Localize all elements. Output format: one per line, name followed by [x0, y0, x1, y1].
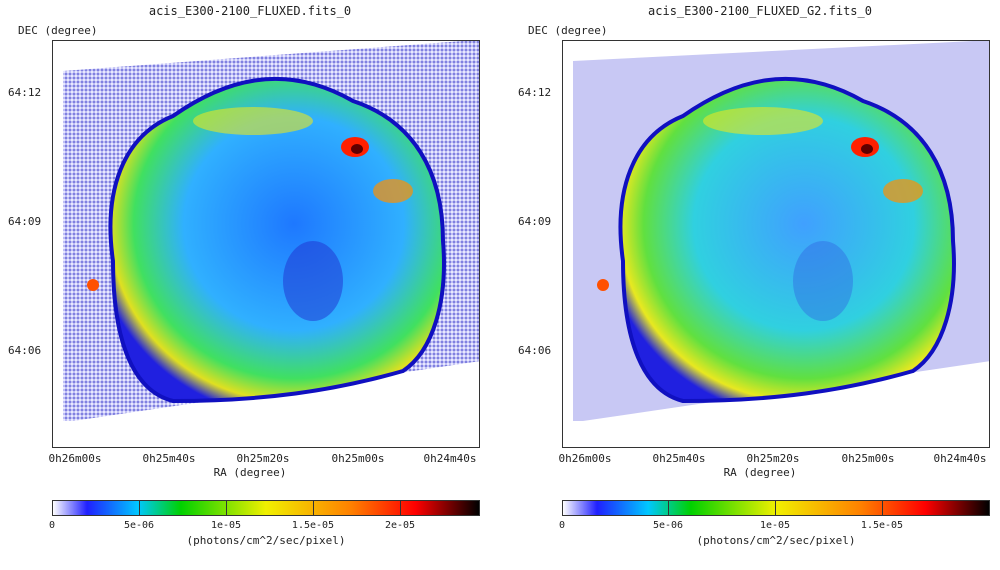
x-tick: 0h25m00s	[841, 452, 895, 465]
image-frame[interactable]	[52, 40, 480, 448]
dark-core	[283, 241, 343, 321]
snr-image	[63, 41, 479, 421]
dark-core	[793, 241, 853, 321]
x-tick: 0h25m40s	[652, 452, 706, 465]
left-image-panel: acis_E300-2100_FLUXED.fits_0 DEC (degree…	[8, 4, 480, 547]
y-tick: 64:12	[518, 86, 552, 99]
x-axis-label: RA (degree)	[213, 466, 287, 479]
hotspot-core	[861, 144, 873, 154]
y-tick: 64:12	[8, 86, 42, 99]
colorbar-tick: 1.5e-05	[291, 520, 335, 531]
y-axis-label: DEC (degree)	[18, 24, 98, 37]
y-tick: 64:09	[8, 215, 42, 228]
x-tick: 0h26m00s	[48, 452, 102, 465]
x-tick: 0h25m40s	[142, 452, 196, 465]
remnant-shell	[618, 76, 956, 404]
panel-title: acis_E300-2100_FLUXED_G2.fits_0	[648, 4, 872, 18]
remnant-shell	[108, 76, 446, 404]
snr-image-smoothed	[573, 41, 989, 421]
y-tick: 64:06	[8, 344, 42, 357]
hotspot-core	[351, 144, 363, 154]
arc-yellow	[703, 107, 823, 135]
x-tick: 0h25m20s	[746, 452, 800, 465]
bright-rim	[883, 179, 923, 203]
colorbar-tick: 1e-05	[210, 520, 242, 531]
colorbar-label: (photons/cm^2/sec/pixel)	[696, 534, 856, 547]
x-tick: 0h25m00s	[331, 452, 385, 465]
y-tick: 64:09	[518, 215, 552, 228]
colorbar-divider	[139, 500, 140, 516]
x-axis-label: RA (degree)	[723, 466, 797, 479]
colorbar-tick: 1.5e-05	[860, 520, 904, 531]
image-frame[interactable]	[562, 40, 990, 448]
colorbar-label: (photons/cm^2/sec/pixel)	[186, 534, 346, 547]
colorbar	[52, 500, 480, 516]
colorbar-tick: 1e-05	[759, 520, 791, 531]
colorbar-divider	[882, 500, 883, 516]
hotspot-east	[87, 279, 99, 291]
bright-rim	[373, 179, 413, 203]
x-tick: 0h24m40s	[933, 452, 987, 465]
colorbar-tick: 0	[558, 520, 566, 531]
colorbar-tick: 2e-05	[384, 520, 416, 531]
x-tick: 0h24m40s	[423, 452, 477, 465]
x-tick: 0h25m20s	[236, 452, 290, 465]
colorbar-divider	[400, 500, 401, 516]
panel-title: acis_E300-2100_FLUXED.fits_0	[148, 4, 352, 18]
hotspot-east	[597, 279, 609, 291]
colorbar-tick: 5e-06	[652, 520, 684, 531]
colorbar-divider	[313, 500, 314, 516]
arc-yellow	[193, 107, 313, 135]
right-image-panel: acis_E300-2100_FLUXED_G2.fits_0 DEC (deg…	[510, 0, 1000, 570]
colorbar-tick: 5e-06	[123, 520, 155, 531]
y-tick: 64:06	[518, 344, 552, 357]
colorbar-divider	[668, 500, 669, 516]
colorbar-divider	[775, 500, 776, 516]
colorbar	[562, 500, 990, 516]
colorbar-divider	[226, 500, 227, 516]
x-tick: 0h26m00s	[558, 452, 612, 465]
y-axis-label: DEC (degree)	[528, 24, 608, 37]
colorbar-tick: 0	[48, 520, 56, 531]
